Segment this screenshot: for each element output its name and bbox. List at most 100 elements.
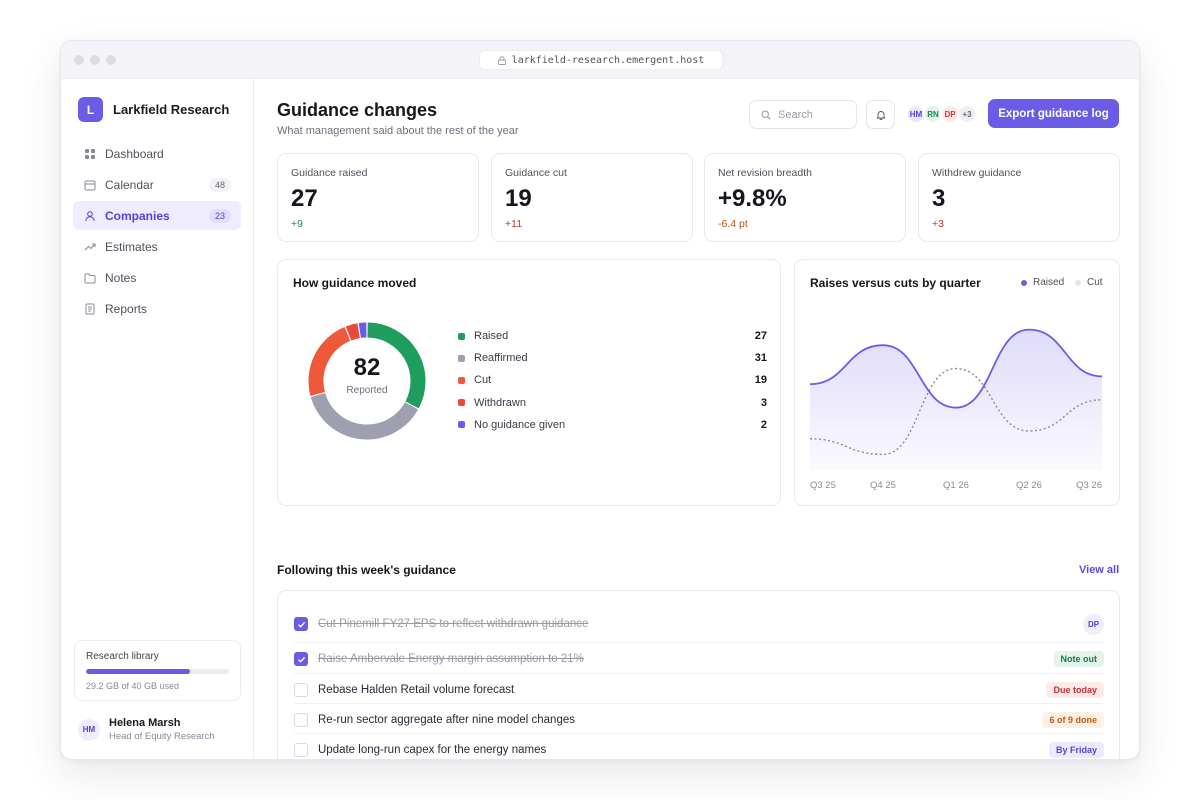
trend-icon (84, 241, 96, 253)
tasks-section-title: Following this week's guidance (277, 563, 456, 577)
task-checkbox[interactable] (294, 617, 308, 631)
legend-row: Raised 27 (458, 329, 767, 343)
legend-row: No guidance given 2 (458, 418, 767, 432)
legend-value: 3 (760, 396, 767, 409)
task-row[interactable]: Raise Ambervale Energy margin assumption… (294, 649, 1104, 669)
legend-label: Raised (1033, 277, 1065, 288)
kpi-value: 3 (932, 185, 946, 212)
x-tick-label: Q2 26 (1016, 480, 1042, 491)
task-checkbox[interactable] (294, 652, 308, 666)
task-row[interactable]: Cut Pinemill FY27 EPS to reflect withdra… (294, 613, 1104, 635)
donut-total: 82 (353, 354, 381, 381)
sidebar-item-label: Calendar (105, 177, 154, 192)
export-guidance-log-button[interactable]: Export guidance log (988, 99, 1119, 128)
chart-legend-raised: Raised (1021, 277, 1064, 288)
chart-title: Raises versus cuts by quarter (810, 276, 981, 290)
brand[interactable]: L Larkfield Research (78, 97, 229, 122)
x-tick-label: Q3 26 (1076, 480, 1102, 491)
sidebar-item-estimates[interactable]: Estimates (73, 233, 241, 262)
calendar-icon (84, 179, 96, 191)
raised-area-fill (810, 329, 1102, 470)
kpi-value: 27 (291, 185, 318, 212)
team-avatar[interactable]: DP (940, 104, 960, 124)
sidebar-item-label: Dashboard (105, 146, 164, 161)
legend-swatch (458, 354, 465, 362)
legend-label: Withdrawn (474, 396, 526, 409)
cut-series-line (809, 367, 1103, 456)
x-tick-label: Q1 26 (943, 480, 969, 491)
legend-swatch (1075, 279, 1081, 286)
kpi-card-guidance-raised: Guidance raised 27 +9 (277, 153, 479, 242)
address-bar[interactable]: larkfield-research.emergent.host (479, 50, 723, 70)
x-tick-label: Q3 25 (810, 480, 836, 491)
task-checkbox[interactable] (294, 683, 308, 697)
window-close-dot[interactable] (74, 55, 84, 65)
sidebar-item-label: Estimates (105, 240, 158, 255)
sidebar-item-companies[interactable]: Companies 23 (73, 201, 241, 231)
donut-slice-raised (367, 322, 426, 409)
storage-title: Research library (86, 651, 159, 662)
team-avatar[interactable]: HM (906, 104, 926, 124)
sidebar-item-label: Companies (105, 208, 170, 223)
task-text: Raise Ambervale Energy margin assumption… (318, 653, 584, 665)
guidance-breakdown-card: How guidance moved 82 Reported Raised 27 R… (277, 259, 781, 506)
team-avatar[interactable]: +3 (957, 104, 977, 124)
sidebar-item-dashboard[interactable]: Dashboard (73, 139, 241, 168)
assignee-avatar: DP (1083, 613, 1104, 635)
document-icon (84, 303, 96, 315)
status-badge: 6 of 9 done (1042, 712, 1104, 728)
kpi-label: Withdrew guidance (932, 167, 1022, 179)
window-maximize-dot[interactable] (106, 55, 116, 65)
bell-icon (876, 110, 885, 120)
url-text: larkfield-research.emergent.host (511, 54, 705, 66)
task-checkbox[interactable] (294, 743, 308, 757)
legend-value: 2 (760, 418, 767, 431)
page-subtitle: What management said about the rest of t… (277, 125, 519, 137)
brand-name: Larkfield Research (113, 102, 230, 117)
donut-slice-reaffirmed (310, 392, 419, 440)
storage-progress-fill (86, 669, 191, 674)
area-chart: Q3 25 Q4 25 Q1 26 Q2 26 Q3 26 (809, 328, 1103, 491)
browser-titlebar: larkfield-research.emergent.host (61, 41, 1139, 79)
search-input[interactable]: Search (749, 100, 857, 129)
legend-label: Raised (474, 330, 509, 342)
kpi-delta: +3 (932, 218, 944, 230)
task-divider (294, 703, 1104, 704)
view-all-link[interactable]: View all (1079, 564, 1120, 576)
sidebar-item-calendar[interactable]: Calendar 48 (73, 170, 241, 199)
folder-icon (84, 272, 96, 284)
kpi-delta: +11 (505, 218, 523, 230)
sidebar-item-label: Notes (105, 271, 137, 286)
donut-chart (308, 322, 426, 440)
sidebar-item-reports[interactable]: Reports (73, 295, 241, 324)
raises-vs-cuts-card: Raises versus cuts by quarter Raised Cut… (794, 259, 1120, 506)
team-avatars[interactable]: HM RN DP +3 (906, 104, 977, 124)
legend-swatch (458, 376, 465, 384)
legend-value: 27 (754, 330, 767, 342)
legend-swatch (458, 332, 465, 340)
storage-used-text: 29.2 GB of 40 GB used (86, 681, 180, 691)
task-checkbox[interactable] (294, 713, 308, 727)
legend-label: Cut (474, 374, 492, 387)
task-row[interactable]: Update long-run capex for the energy nam… (294, 740, 1104, 759)
task-row[interactable]: Re-run sector aggregate after nine model… (294, 710, 1104, 730)
donut-slice-no-guidance-given (358, 322, 367, 338)
storage-widget: Research library 29.2 GB of 40 GB used (74, 640, 241, 701)
sidebar-item-notes[interactable]: Notes (73, 264, 241, 293)
kpi-label: Net revision breadth (718, 167, 812, 179)
storage-progress-bar (86, 669, 229, 674)
x-tick-label: Q4 25 (870, 480, 896, 491)
task-divider (294, 733, 1104, 734)
status-badge: Due today (1046, 682, 1104, 698)
kpi-value: +9.8% (718, 185, 787, 212)
kpi-label: Guidance raised (291, 167, 368, 179)
kpi-value: 19 (505, 185, 532, 212)
status-badge: By Friday (1048, 742, 1104, 758)
page-title: Guidance changes (277, 100, 438, 120)
notifications-button[interactable] (866, 100, 895, 129)
window-minimize-dot[interactable] (90, 55, 100, 65)
user-profile[interactable]: HM Helena Marsh Head of Equity Research (78, 717, 215, 742)
chart-legend-cut: Cut (1075, 277, 1103, 288)
person-icon (84, 210, 96, 222)
task-row[interactable]: Rebase Halden Retail volume forecast Due … (294, 680, 1104, 700)
